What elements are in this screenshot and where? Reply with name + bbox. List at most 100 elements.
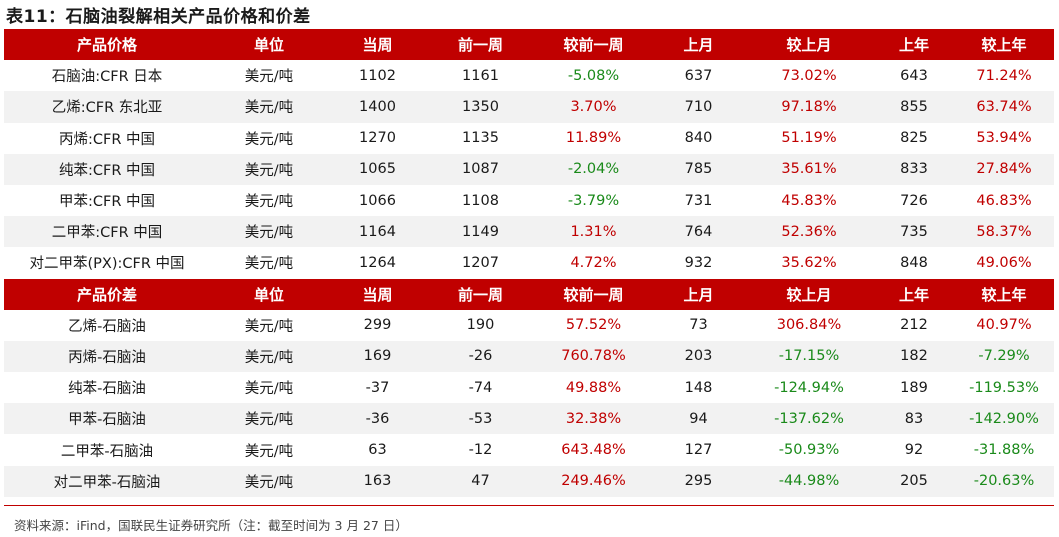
prev_week-cell: 1149: [427, 216, 534, 248]
unit-cell: 美元/吨: [210, 122, 328, 154]
mom-cell: -137.62%: [744, 403, 874, 435]
year-cell: 205: [874, 465, 954, 497]
unit-cell: 美元/吨: [210, 372, 328, 404]
yoy-cell: 46.83%: [954, 184, 1054, 217]
week-cell: 163: [328, 465, 427, 497]
month-cell: 710: [653, 91, 744, 123]
month-cell: 73: [653, 309, 744, 341]
column-header: 单位: [210, 278, 328, 310]
column-header-product: 产品价格: [4, 29, 210, 61]
product-name-cell: 甲苯:CFR 中国: [4, 184, 210, 217]
mom-cell: 51.19%: [744, 122, 874, 154]
prev_week-cell: 1087: [427, 153, 534, 185]
month-cell: 731: [653, 184, 744, 217]
yoy-cell: 63.74%: [954, 91, 1054, 123]
prev_week-cell: -12: [427, 434, 534, 466]
year-cell: 212: [874, 309, 954, 341]
column-header: 当周: [328, 278, 427, 310]
table-row: 纯苯:CFR 中国 美元/吨 1065 1087 -2.04% 785 35.61% 833 2…: [4, 153, 1054, 185]
month-cell: 637: [653, 60, 744, 92]
mom-cell: 35.62%: [744, 247, 874, 279]
wow-cell: 11.89%: [534, 122, 653, 154]
mom-cell: -50.93%: [744, 434, 874, 466]
prev_week-cell: -53: [427, 403, 534, 435]
mom-cell: 73.02%: [744, 60, 874, 92]
unit-cell: 美元/吨: [210, 403, 328, 435]
product-name-cell: 丙烯-石脑油: [4, 340, 210, 373]
column-header: 较前一周: [534, 278, 653, 310]
year-cell: 726: [874, 184, 954, 217]
month-cell: 840: [653, 122, 744, 154]
month-cell: 932: [653, 247, 744, 279]
mom-cell: -17.15%: [744, 340, 874, 373]
product-name-cell: 石脑油:CFR 日本: [4, 60, 210, 92]
column-header: 前一周: [427, 278, 534, 310]
yoy-cell: -119.53%: [954, 372, 1054, 404]
yoy-cell: -31.88%: [954, 434, 1054, 466]
yoy-cell: 71.24%: [954, 60, 1054, 92]
column-header: 上年: [874, 278, 954, 310]
unit-cell: 美元/吨: [210, 465, 328, 497]
column-header: 单位: [210, 29, 328, 61]
yoy-cell: 40.97%: [954, 309, 1054, 341]
mom-cell: 52.36%: [744, 216, 874, 248]
product-name-cell: 纯苯:CFR 中国: [4, 153, 210, 185]
product-name-cell: 乙烯-石脑油: [4, 309, 210, 341]
table-row: 乙烯:CFR 东北亚 美元/吨 1400 1350 3.70% 710 97.18% 855 6…: [4, 91, 1054, 123]
week-cell: 1066: [328, 184, 427, 217]
month-cell: 295: [653, 465, 744, 497]
table-row: 二甲苯:CFR 中国 美元/吨 1164 1149 1.31% 764 52.36% 735 5…: [4, 216, 1054, 248]
prev_week-cell: 1161: [427, 60, 534, 92]
year-cell: 735: [874, 216, 954, 248]
month-cell: 785: [653, 153, 744, 185]
unit-cell: 美元/吨: [210, 247, 328, 279]
week-cell: 63: [328, 434, 427, 466]
yoy-cell: 27.84%: [954, 153, 1054, 185]
year-cell: 182: [874, 340, 954, 373]
wow-cell: -5.08%: [534, 60, 653, 92]
week-cell: 299: [328, 309, 427, 341]
yoy-cell: -20.63%: [954, 465, 1054, 497]
table-row: 甲苯:CFR 中国 美元/吨 1066 1108 -3.79% 731 45.83% 726 4…: [4, 184, 1054, 217]
week-cell: 1270: [328, 122, 427, 154]
table-row: 甲苯-石脑油 美元/吨 -36 -53 32.38% 94 -137.62% 83 -142.9…: [4, 403, 1054, 435]
table-row: 对二甲苯(PX):CFR 中国 美元/吨 1264 1207 4.72% 932 35.62…: [4, 247, 1054, 279]
wow-cell: 249.46%: [534, 465, 653, 497]
unit-cell: 美元/吨: [210, 340, 328, 373]
product-name-cell: 丙烯:CFR 中国: [4, 122, 210, 154]
mom-cell: -124.94%: [744, 372, 874, 404]
product-name-cell: 二甲苯-石脑油: [4, 434, 210, 466]
wow-cell: -3.79%: [534, 184, 653, 217]
table-bottom-rule: [4, 505, 1054, 506]
month-cell: 94: [653, 403, 744, 435]
week-cell: -36: [328, 403, 427, 435]
year-cell: 643: [874, 60, 954, 92]
table-row: 二甲苯-石脑油 美元/吨 63 -12 643.48% 127 -50.93% 92 -31.8…: [4, 434, 1054, 466]
column-header: 当周: [328, 29, 427, 61]
unit-cell: 美元/吨: [210, 184, 328, 217]
wow-cell: 760.78%: [534, 340, 653, 373]
mom-cell: 35.61%: [744, 153, 874, 185]
column-header: 前一周: [427, 29, 534, 61]
year-cell: 825: [874, 122, 954, 154]
table-row: 乙烯-石脑油 美元/吨 299 190 57.52% 73 306.84% 212 40.97%: [4, 309, 1054, 341]
unit-cell: 美元/吨: [210, 60, 328, 92]
prev_week-cell: -26: [427, 340, 534, 373]
year-cell: 833: [874, 153, 954, 185]
prev_week-cell: 1135: [427, 122, 534, 154]
product-name-cell: 纯苯-石脑油: [4, 372, 210, 404]
wow-cell: 32.38%: [534, 403, 653, 435]
prev_week-cell: 1207: [427, 247, 534, 279]
column-header: 较前一周: [534, 29, 653, 61]
table-row: 丙烯:CFR 中国 美元/吨 1270 1135 11.89% 840 51.19% 825 5…: [4, 122, 1054, 154]
product-name-cell: 对二甲苯(PX):CFR 中国: [4, 247, 210, 279]
yoy-cell: 58.37%: [954, 216, 1054, 248]
prev_week-cell: 1350: [427, 91, 534, 123]
table-row: 对二甲苯-石脑油 美元/吨 163 47 249.46% 295 -44.98% 205 -20…: [4, 465, 1054, 497]
table-row: 丙烯-石脑油 美元/吨 169 -26 760.78% 203 -17.15% 182 -7.2…: [4, 340, 1054, 373]
table-row: 纯苯-石脑油 美元/吨 -37 -74 49.88% 148 -124.94% 189 -119…: [4, 372, 1054, 404]
year-cell: 848: [874, 247, 954, 279]
product-name-cell: 乙烯:CFR 东北亚: [4, 91, 210, 123]
wow-cell: 49.88%: [534, 372, 653, 404]
unit-cell: 美元/吨: [210, 216, 328, 248]
